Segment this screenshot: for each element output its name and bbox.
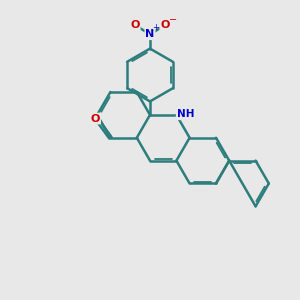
- Text: NH: NH: [177, 109, 194, 119]
- Text: O: O: [130, 20, 140, 30]
- Text: N: N: [146, 29, 154, 39]
- Text: −: −: [169, 15, 177, 26]
- Text: O: O: [160, 20, 170, 30]
- Text: +: +: [153, 23, 159, 32]
- Text: O: O: [91, 114, 100, 124]
